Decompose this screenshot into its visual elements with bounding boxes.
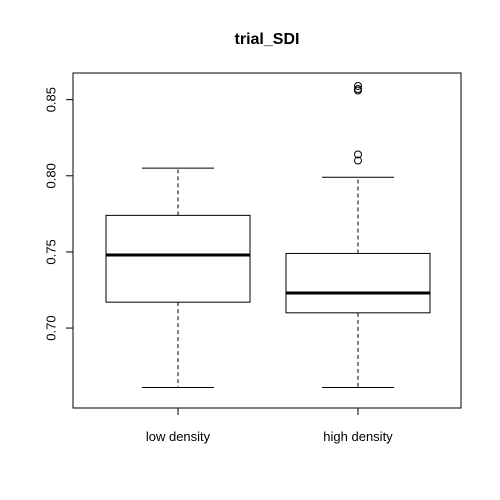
plot-area: 0.70 0.75 0.80 0.85 low density high density	[43, 73, 461, 444]
x-tick-label: high density	[323, 429, 393, 444]
y-tick-label: 0.85	[43, 87, 58, 112]
y-tick-label: 0.80	[43, 163, 58, 188]
box-iqr	[286, 253, 430, 312]
y-tick-label: 0.70	[43, 315, 58, 340]
chart-title: trial_SDI	[235, 31, 300, 48]
x-tick-label: low density	[146, 429, 211, 444]
y-tick-label: 0.75	[43, 239, 58, 264]
box-iqr	[106, 215, 250, 302]
